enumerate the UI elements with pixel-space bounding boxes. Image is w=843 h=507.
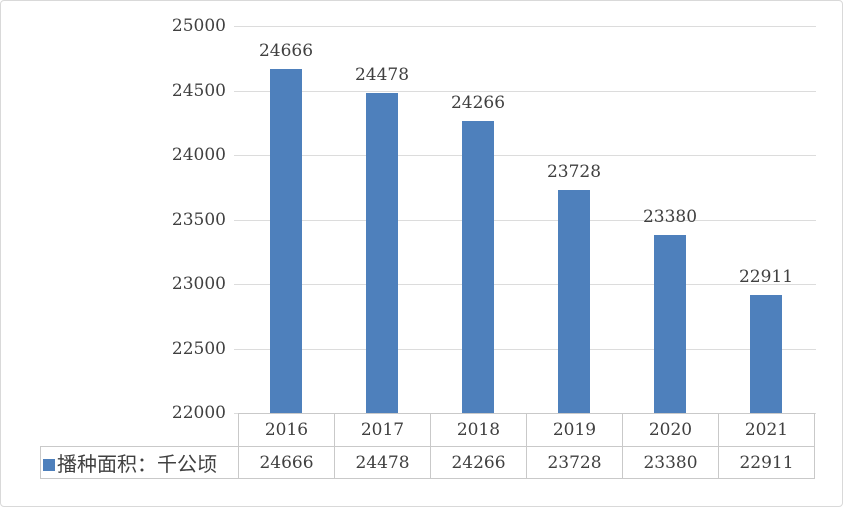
table-year-2020: 2020 bbox=[622, 413, 719, 447]
table-corner-empty bbox=[41, 414, 239, 447]
table-year-2021: 2021 bbox=[718, 413, 815, 447]
data-label-2019: 23728 bbox=[546, 162, 602, 182]
bar-2020 bbox=[654, 235, 686, 413]
table-year-2017: 2017 bbox=[334, 413, 431, 447]
table-year-2018: 2018 bbox=[430, 413, 527, 447]
data-label-2016: 24666 bbox=[258, 41, 314, 61]
bar-2016 bbox=[270, 69, 302, 413]
table-value-2016: 24666 bbox=[238, 446, 335, 479]
table-value-2021: 22911 bbox=[718, 446, 815, 479]
legend-label: 播种面积：千公顷 bbox=[57, 452, 217, 476]
y-axis-tick-label-23000: 23000 bbox=[171, 274, 226, 294]
gridline-24500 bbox=[234, 91, 816, 92]
table-value-2018: 24266 bbox=[430, 446, 527, 479]
gridline-22500 bbox=[234, 349, 816, 350]
y-axis-tick-label-22000: 22000 bbox=[171, 403, 226, 423]
table-year-2019: 2019 bbox=[526, 413, 623, 447]
y-axis-tick-label-24000: 24000 bbox=[171, 145, 226, 165]
table-value-2020: 23380 bbox=[622, 446, 719, 479]
y-axis: 25000 24500 24000 23500 23000 22500 22000 bbox=[1, 1, 226, 506]
data-label-2018: 24266 bbox=[450, 93, 506, 113]
legend-cell: 播种面积：千公顷 bbox=[40, 446, 239, 479]
bars-group: 24666 24478 24266 23728 23380 22911 bbox=[238, 26, 814, 413]
bar-2018 bbox=[462, 121, 494, 413]
gridline-24000 bbox=[234, 155, 816, 156]
y-axis-tick-label-22500: 22500 bbox=[171, 339, 226, 359]
table-value-2019: 23728 bbox=[526, 446, 623, 479]
gridline-23000 bbox=[234, 284, 816, 285]
legend-marker-icon bbox=[43, 459, 55, 471]
y-axis-tick-label-25000: 25000 bbox=[171, 16, 226, 36]
data-label-2021: 22911 bbox=[738, 267, 794, 287]
bar-2021 bbox=[750, 295, 782, 413]
bar-2017 bbox=[366, 93, 398, 413]
data-table: 2016 2017 2018 2019 2020 2021 播种面积：千公顷 24666 244… bbox=[40, 413, 815, 479]
gridline-25000 bbox=[234, 26, 816, 27]
plot-area: 24666 24478 24266 23728 23380 22911 bbox=[234, 26, 816, 414]
y-axis-tick-label-24500: 24500 bbox=[171, 81, 226, 101]
y-axis-tick-label-23500: 23500 bbox=[171, 210, 226, 230]
data-label-2020: 23380 bbox=[642, 207, 698, 227]
table-year-2016: 2016 bbox=[238, 413, 335, 447]
table-value-2017: 24478 bbox=[334, 446, 431, 479]
gridline-23500 bbox=[234, 220, 816, 221]
bar-2019 bbox=[558, 190, 590, 413]
data-label-2017: 24478 bbox=[354, 65, 410, 85]
